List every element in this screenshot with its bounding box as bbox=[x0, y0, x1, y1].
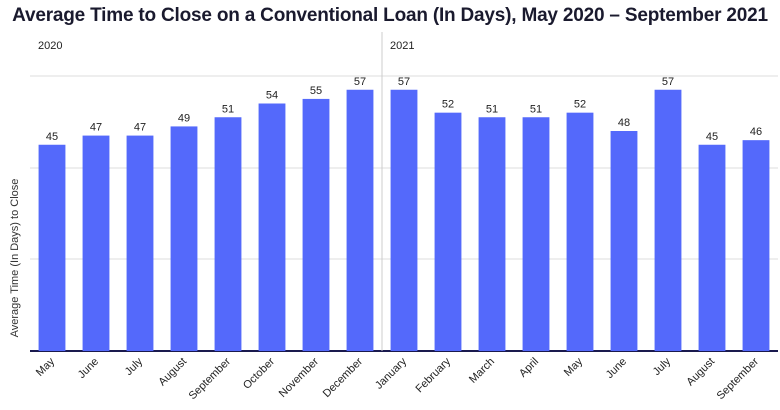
data-label: 51 bbox=[222, 103, 234, 115]
bar bbox=[566, 112, 594, 352]
x-tick-label: April bbox=[517, 356, 541, 380]
bar bbox=[214, 117, 242, 351]
year-label: 2021 bbox=[390, 40, 414, 52]
x-tick-label: May bbox=[34, 355, 58, 379]
bar bbox=[346, 89, 374, 351]
x-tick-label: October bbox=[241, 355, 277, 391]
bar bbox=[522, 117, 550, 351]
y-axis-label: Average Time (In Days) to Close bbox=[9, 179, 21, 338]
x-tick-label: June bbox=[76, 356, 101, 381]
x-tick-label: December bbox=[321, 355, 366, 400]
bar bbox=[170, 126, 198, 352]
data-label: 51 bbox=[530, 103, 542, 115]
bars bbox=[38, 89, 770, 352]
data-label: 45 bbox=[706, 131, 718, 143]
x-tick-label: September bbox=[715, 355, 762, 402]
bar bbox=[302, 98, 330, 352]
data-label: 52 bbox=[574, 99, 586, 111]
bar bbox=[82, 135, 110, 351]
x-tick-label: July bbox=[651, 355, 674, 378]
data-label: 57 bbox=[662, 76, 674, 88]
x-tick-label: February bbox=[414, 355, 454, 395]
data-label: 54 bbox=[266, 90, 278, 102]
bar bbox=[434, 112, 462, 352]
data-label: 47 bbox=[90, 122, 102, 134]
x-tick-label: August bbox=[684, 356, 717, 389]
bar bbox=[654, 89, 682, 351]
x-tick-label: January bbox=[373, 355, 410, 392]
x-tick-label: July bbox=[123, 355, 146, 378]
year-labels: 2020 2021 bbox=[38, 32, 414, 351]
x-tick-label: May bbox=[562, 355, 586, 379]
data-label: 55 bbox=[310, 85, 322, 97]
data-label: 49 bbox=[178, 112, 190, 124]
data-label: 51 bbox=[486, 103, 498, 115]
x-tick-label: November bbox=[277, 355, 322, 400]
bar bbox=[390, 89, 418, 351]
data-label: 46 bbox=[750, 126, 762, 138]
chart-title: Average Time to Close on a Conventional … bbox=[12, 5, 768, 26]
data-label: 57 bbox=[398, 76, 410, 88]
x-tick-label: September bbox=[187, 355, 234, 402]
x-tick-label: March bbox=[467, 356, 497, 386]
data-label: 52 bbox=[442, 99, 454, 111]
data-label: 48 bbox=[618, 117, 630, 129]
bar bbox=[478, 117, 506, 351]
x-tick-label: June bbox=[604, 356, 629, 381]
bar bbox=[126, 135, 154, 351]
bar bbox=[698, 144, 726, 351]
x-tick-label: August bbox=[156, 356, 189, 389]
data-label: 45 bbox=[46, 131, 58, 143]
bar bbox=[38, 144, 66, 351]
bar bbox=[742, 140, 770, 351]
data-labels: 45 47 47 49 51 54 55 57 57 52 51 51 52 48 57 45 46 bbox=[46, 76, 762, 143]
data-label: 57 bbox=[354, 76, 366, 88]
year-label: 2020 bbox=[38, 40, 62, 52]
data-label: 47 bbox=[134, 122, 146, 134]
bar bbox=[610, 131, 638, 351]
bar bbox=[258, 103, 286, 351]
